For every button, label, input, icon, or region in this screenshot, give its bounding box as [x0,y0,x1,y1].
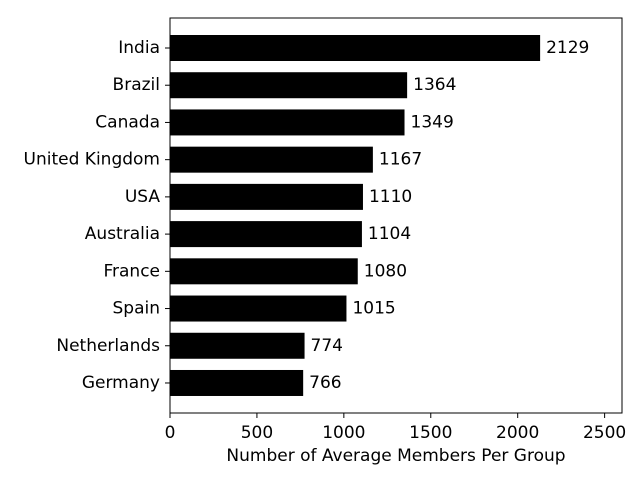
data-label: 1349 [411,112,454,132]
x-tick-label: 500 [241,423,273,443]
x-tick-label: 1000 [322,423,365,443]
data-label: 1364 [413,75,456,95]
x-tick-label: 2500 [583,423,626,443]
x-tick-label: 2000 [496,423,539,443]
y-tick-label: Canada [95,112,160,132]
bar [170,72,408,99]
data-label: 1104 [368,224,411,244]
data-label: 1110 [369,187,412,207]
bar [170,35,541,61]
y-tick-label: Spain [113,299,161,319]
bar [170,183,363,210]
y-tick-label: France [103,261,160,281]
bar [170,258,358,285]
data-label: 1080 [364,261,407,281]
y-tick-label: Brazil [113,75,160,95]
x-tick-label: 1500 [409,423,452,443]
bar [170,146,373,173]
plot-frame [169,17,623,414]
data-label: 766 [309,373,341,393]
bar [170,109,405,136]
data-label: 2129 [546,38,589,58]
data-label: 774 [311,336,343,356]
data-label: 1015 [352,299,395,319]
x-axis-label: Number of Average Members Per Group [226,446,565,466]
bar [170,369,304,396]
y-tick-label: Netherlands [56,336,160,356]
x-tick-label: 0 [165,423,176,443]
bar [170,221,362,248]
y-tick-label: Australia [85,224,160,244]
y-tick-label: India [118,38,160,58]
y-tick-label: USA [125,187,161,207]
y-tick-label: Germany [82,373,160,393]
y-tick-label: United Kingdom [24,150,160,170]
data-label: 1167 [379,150,422,170]
bar [170,332,305,359]
bar [170,295,347,322]
